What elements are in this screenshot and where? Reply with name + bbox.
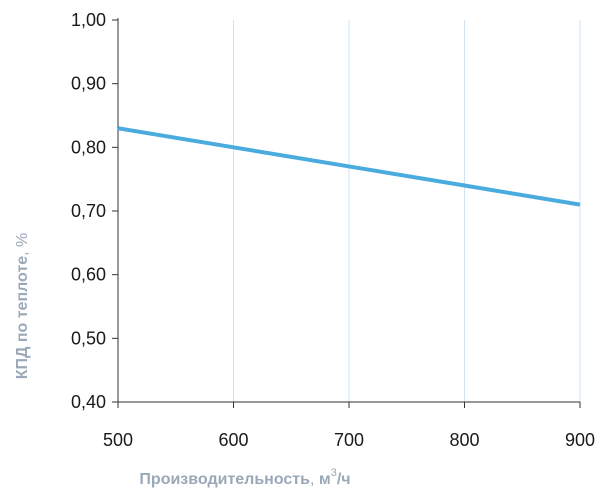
x-tick-label: 800 (449, 430, 479, 450)
x-tick-label: 600 (218, 430, 248, 450)
x-tick-label: 500 (103, 430, 133, 450)
x-tick-label: 700 (334, 430, 364, 450)
series-line (117, 126, 581, 207)
x-tick-label: 900 (565, 430, 595, 450)
y-tick-label: 0,80 (71, 137, 106, 157)
grid-lines (233, 20, 581, 402)
y-tick-label: 0,90 (71, 74, 106, 94)
x-axis-ticks: 500 600 700 800 900 (103, 402, 595, 450)
y-tick-label: 0,40 (71, 392, 106, 412)
y-tick-label: 0,70 (71, 201, 106, 221)
y-axis-title: КПД по теплоте, % (14, 233, 31, 380)
y-tick-label: 0,50 (71, 328, 106, 348)
y-axis-ticks: 0,40 0,50 0,60 0,70 0,80 0,90 1,00 (71, 10, 118, 412)
y-tick-label: 0,60 (71, 265, 106, 285)
y-tick-label: 1,00 (71, 10, 106, 30)
x-axis-title: Производительность, м3/ч (139, 467, 350, 488)
series-group (117, 126, 581, 207)
